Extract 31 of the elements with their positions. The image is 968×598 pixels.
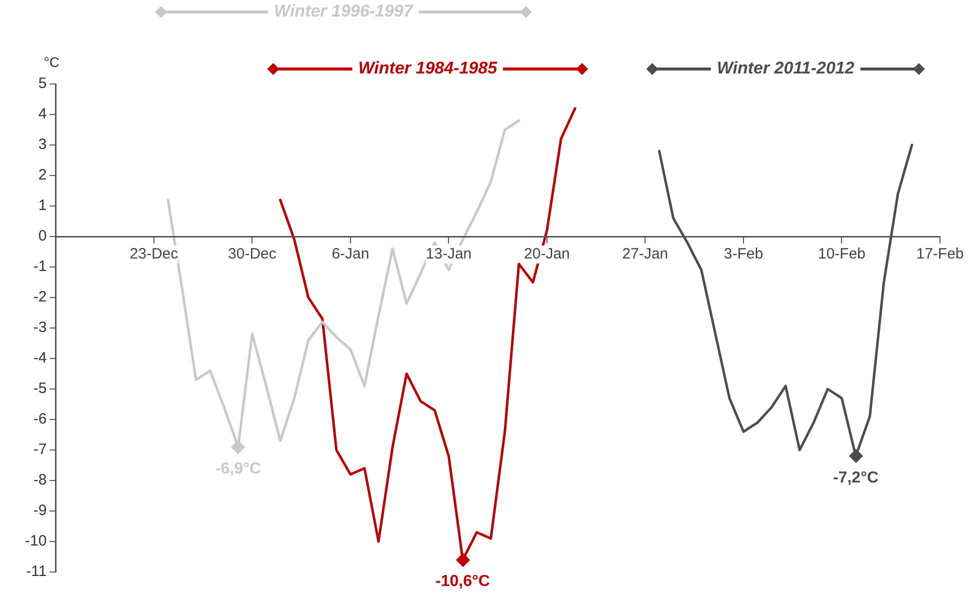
text: Winter 2011-2012	[716, 58, 855, 78]
y-tick-label: -7	[33, 441, 47, 458]
annotation: -10,6°C	[436, 573, 490, 590]
text: Winter 1984-1985	[358, 58, 498, 78]
y-tick-label: -6	[33, 410, 47, 428]
y-axis-title: °C	[44, 54, 60, 70]
y-tick-label: 5	[38, 75, 47, 92]
y-tick-label: -5	[33, 380, 47, 398]
y-tick-label: -4	[33, 350, 47, 367]
y-tick-label: -11	[26, 563, 47, 580]
x-tick-label: 17-Feb	[916, 246, 964, 263]
y-tick-label: 0	[38, 228, 47, 245]
y-tick-label: -1	[33, 258, 47, 276]
y-tick-label: 1	[38, 197, 47, 214]
annotation: -7,2°C	[833, 470, 879, 487]
y-tick-label: 2	[38, 166, 47, 184]
x-tick-label: 10-Feb	[818, 246, 866, 263]
y-tick-label: 3	[38, 136, 47, 154]
y-tick-label: -9	[33, 502, 47, 520]
y-tick-label: -2	[33, 288, 47, 306]
x-tick-label: 13-Jan	[426, 246, 472, 263]
x-tick-label: 23-Dec	[130, 246, 179, 263]
y-tick-label: 4	[38, 106, 47, 123]
x-tick-label: 30-Dec	[228, 246, 277, 263]
y-tick-label: -10	[24, 532, 47, 550]
y-tick-label: -8	[33, 472, 47, 489]
x-tick-label: 3-Feb	[724, 246, 764, 263]
x-tick-label: 27-Jan	[622, 246, 668, 263]
x-tick-label: 6-Jan	[332, 246, 370, 263]
y-tick-label: -3	[33, 319, 47, 336]
x-tick-label: 20-Jan	[524, 246, 570, 263]
